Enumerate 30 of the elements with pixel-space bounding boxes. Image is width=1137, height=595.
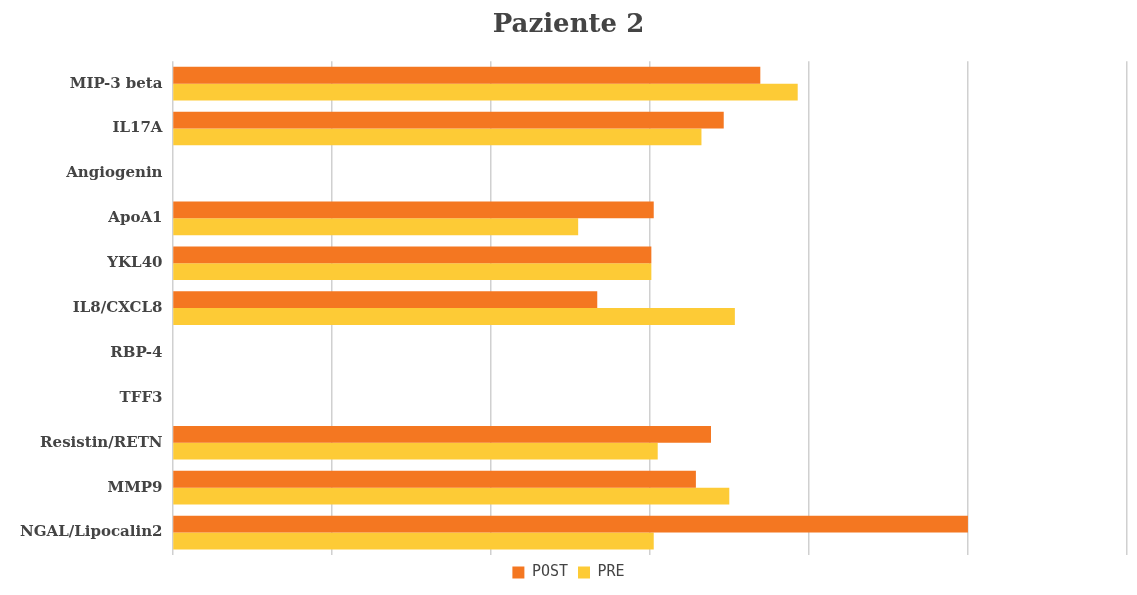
bar	[173, 128, 702, 146]
y-tick-label: YKL40	[106, 253, 163, 272]
y-tick-label: Resistin/RETN	[40, 432, 163, 451]
y-tick-label: Angiogenin	[65, 163, 163, 182]
y-tick-label: NGAL/Lipocalin2	[20, 522, 163, 541]
y-tick-label: TFF3	[119, 387, 163, 406]
bar	[173, 111, 724, 129]
legend-label: PRE	[597, 562, 625, 581]
legend-label: POST	[531, 562, 569, 581]
bar	[173, 291, 598, 309]
bar	[173, 201, 654, 219]
bar	[173, 442, 658, 460]
bar	[173, 246, 652, 264]
bar	[173, 532, 654, 550]
bar	[173, 308, 735, 325]
y-tick-label: RBP-4	[110, 342, 163, 361]
bar	[173, 470, 696, 488]
y-tick-label: IL8/CXCL8	[72, 297, 163, 316]
chart-title: Paziente 2	[492, 8, 645, 39]
y-tick-label: ApoA1	[107, 208, 163, 227]
y-tick-label: IL17A	[112, 118, 163, 137]
y-tick-label: MMP9	[107, 477, 163, 496]
bar	[173, 515, 968, 533]
bar	[173, 66, 761, 84]
bar	[173, 487, 730, 505]
bar	[173, 425, 711, 443]
y-tick-label: MIP-3 beta	[69, 73, 163, 92]
bar	[173, 83, 798, 101]
bar	[173, 218, 579, 236]
bar	[173, 263, 652, 281]
